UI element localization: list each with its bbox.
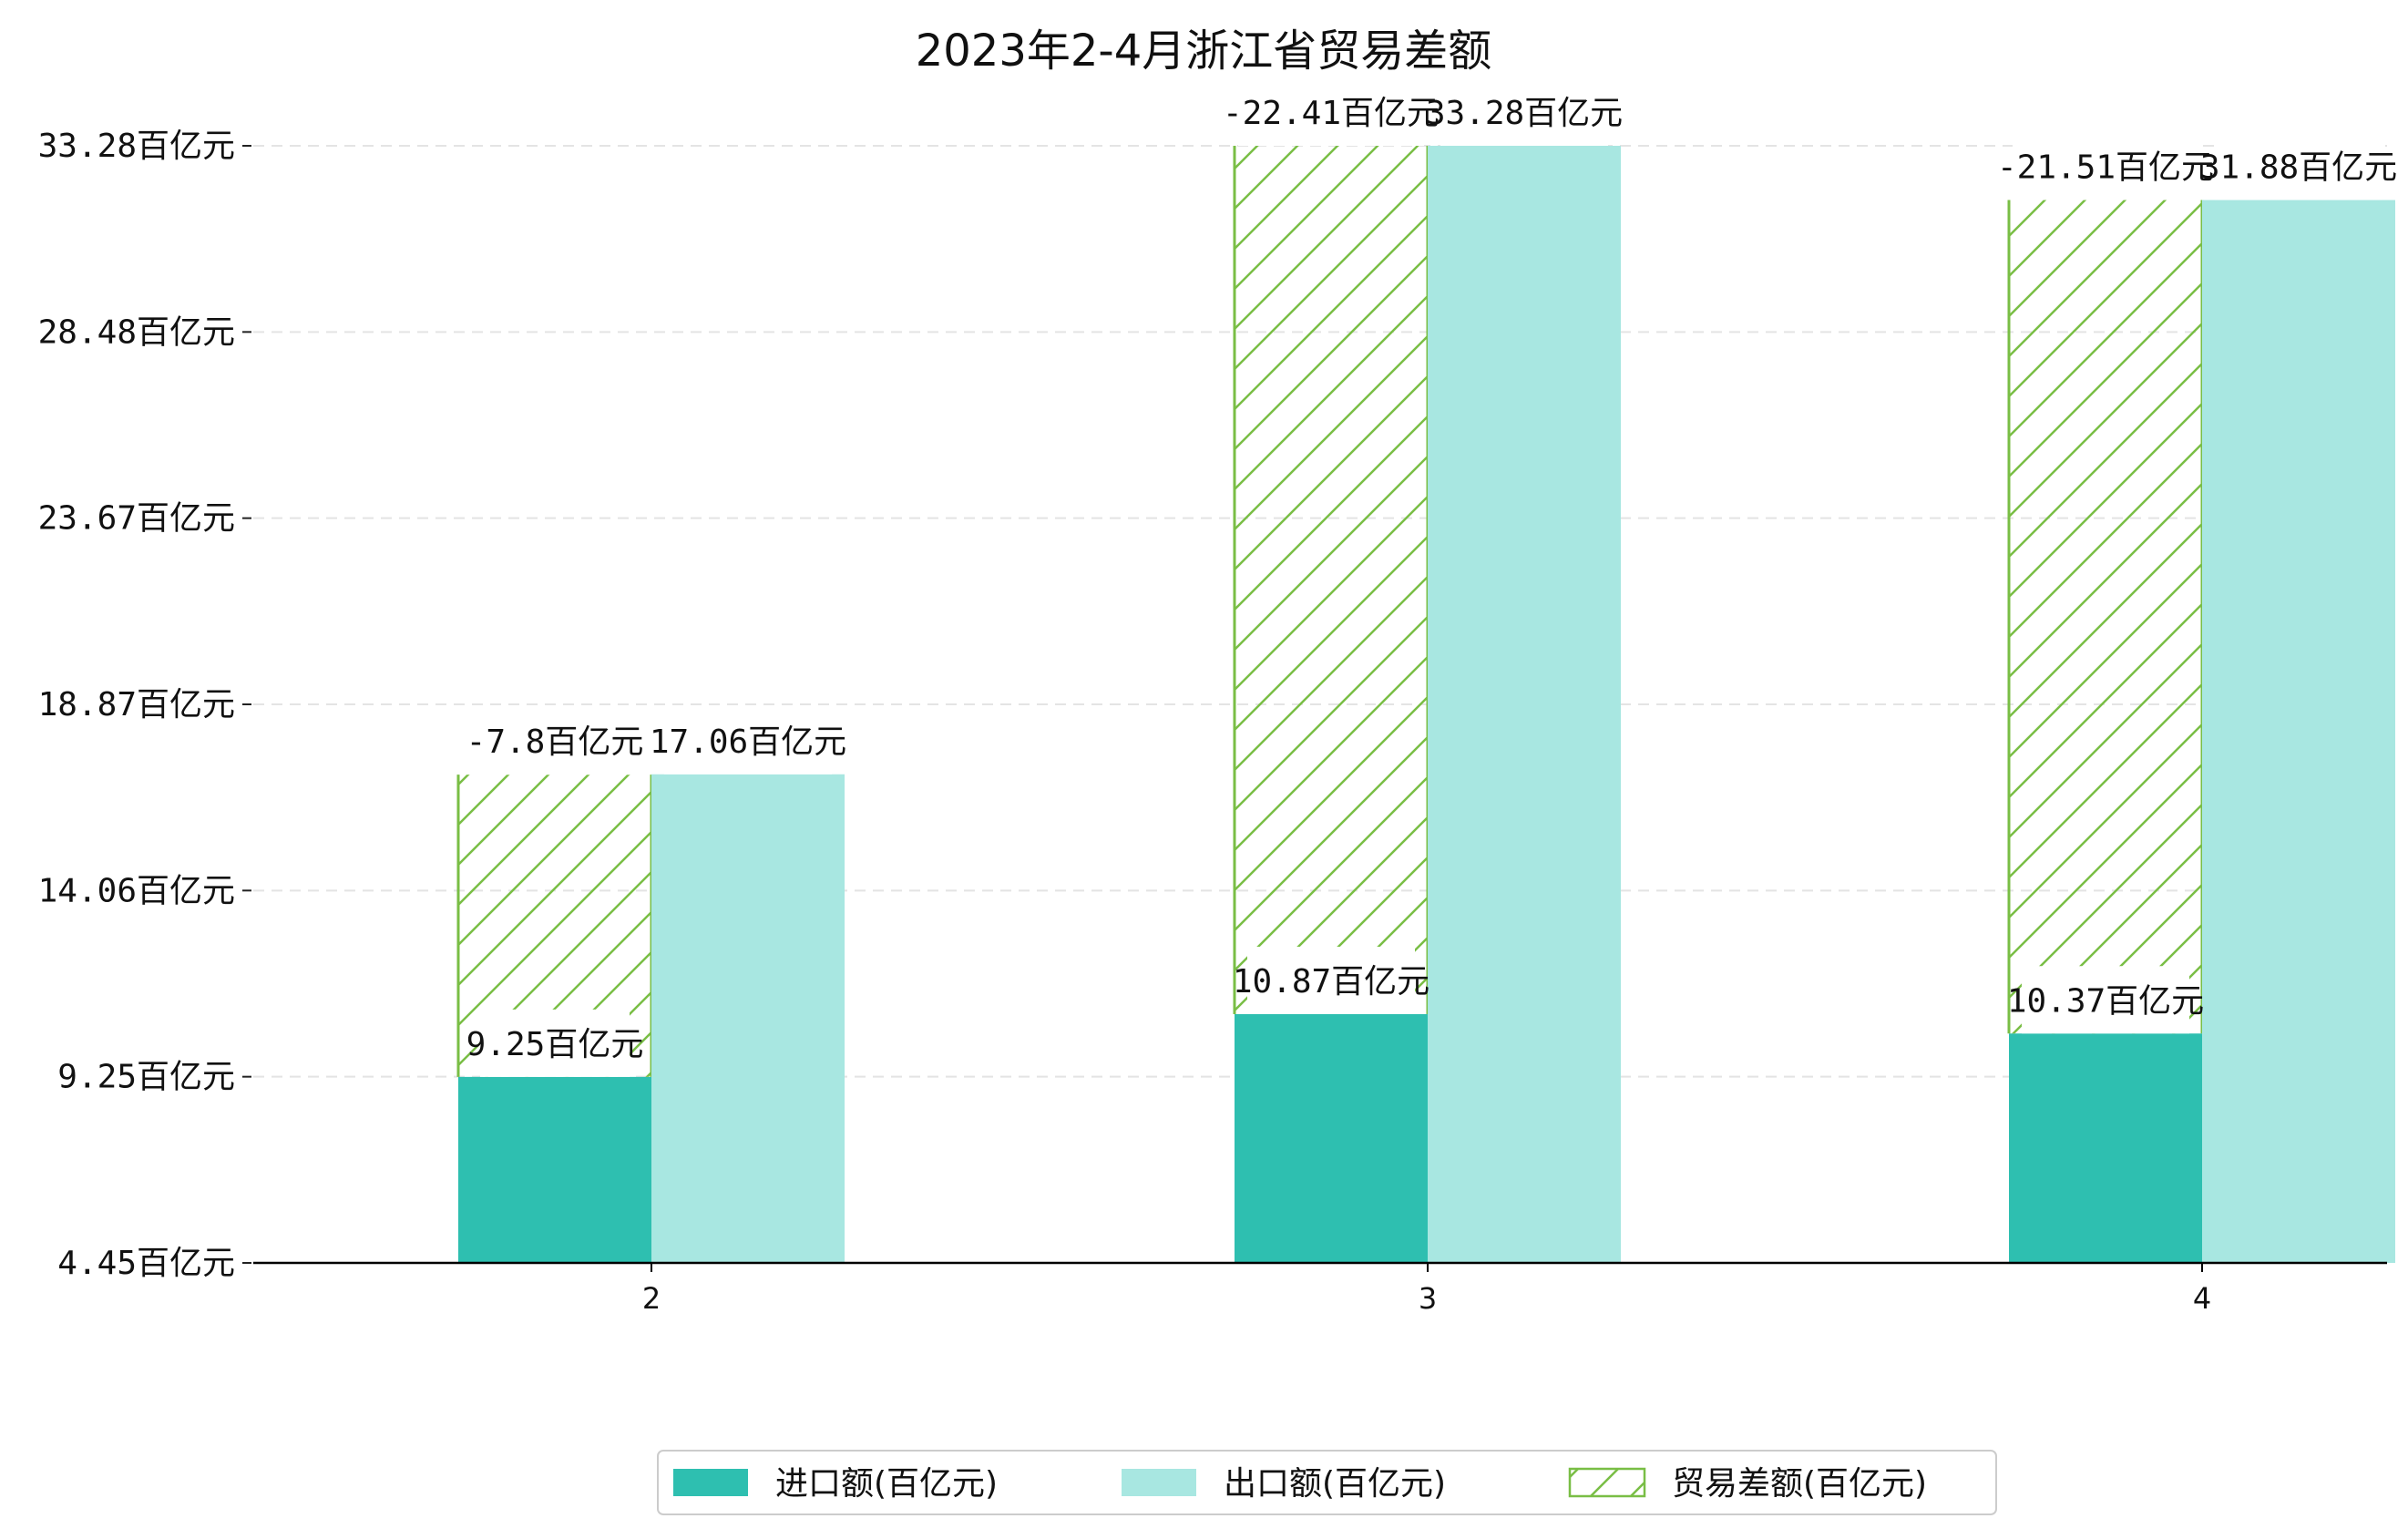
import-label-bg: [480, 1009, 630, 1077]
legend-label-export: 出口额(百亿元): [1224, 1465, 1446, 1503]
balance-bar: [1235, 146, 1428, 1014]
import-bar: [458, 1076, 651, 1263]
balance-label-bg: [2013, 132, 2198, 200]
y-tick-label: 28.48百亿元: [38, 313, 235, 351]
export-label-bg: [2215, 132, 2382, 200]
import-label: 10.37百亿元: [2007, 982, 2204, 1020]
import-label: 10.87百亿元: [1233, 963, 1429, 1000]
export-bar: [1428, 146, 1621, 1263]
export-bar: [651, 774, 845, 1263]
balance-label: -22.41百亿元: [1223, 95, 1440, 132]
y-tick-label: 4.45百亿元: [57, 1245, 235, 1282]
legend-swatch-import: [673, 1469, 748, 1496]
legend-frame: [657, 1450, 1997, 1515]
balance-label: -7.8百亿元: [466, 723, 644, 761]
import-label-bg: [1247, 946, 1415, 1014]
import-bar: [2009, 1033, 2202, 1263]
balance-label: -21.51百亿元: [1997, 149, 2214, 187]
chart-title: 2023年2-4月浙江省贸易差额: [916, 26, 1492, 77]
export-label-bg: [1440, 78, 1608, 146]
legend-label-import: 进口额(百亿元): [775, 1465, 998, 1503]
export-label: 31.88百亿元: [2200, 149, 2397, 187]
legend-swatch-balance: [1568, 1467, 1646, 1498]
y-tick-label: 9.25百亿元: [57, 1059, 235, 1096]
y-tick-label: 23.67百亿元: [38, 500, 235, 538]
data-labels: 17.06百亿元-7.8百亿元 9.25百亿元 33.28百亿元-22.41百亿元 1…: [466, 78, 2397, 1077]
bars: [456, 146, 2395, 1264]
y-tick-label: 33.28百亿元: [38, 128, 235, 165]
x-tick-label: 3: [1419, 1281, 1437, 1316]
x-tick-label: 4: [2193, 1281, 2211, 1316]
balance-label-bg: [480, 707, 630, 775]
legend-label-balance: 贸易差额(百亿元): [1672, 1465, 1927, 1503]
import-label: 9.25百亿元: [466, 1026, 644, 1063]
x-axis: 2 3 4: [253, 1261, 2387, 1316]
x-tick-label: 2: [642, 1281, 661, 1316]
balance-bar: [2009, 200, 2202, 1034]
balance-label-bg: [1238, 78, 1424, 146]
legend: 进口额(百亿元) 出口额(百亿元) 贸易差额(百亿元): [657, 1450, 1997, 1515]
import-bar: [1235, 1013, 1428, 1263]
y-tick-label: 14.06百亿元: [38, 872, 235, 909]
export-bar: [2202, 200, 2395, 1264]
import-label-bg: [2022, 966, 2189, 1034]
y-axis: 4.45百亿元 9.25百亿元 14.06百亿元 18.87百亿元 23.67百亿元 28…: [38, 128, 251, 1282]
export-label-bg: [664, 706, 832, 775]
export-label: 33.28百亿元: [1426, 95, 1623, 132]
export-label: 17.06百亿元: [650, 723, 846, 761]
legend-swatch-export: [1122, 1469, 1196, 1496]
y-tick-label: 18.87百亿元: [38, 686, 235, 723]
